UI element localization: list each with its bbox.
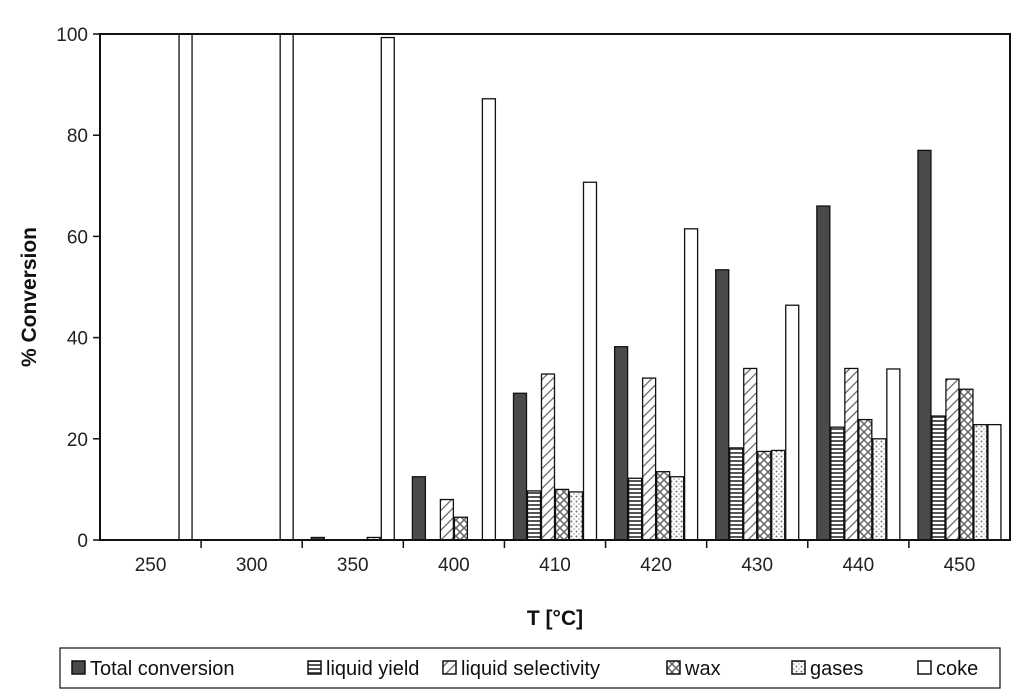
y-axis-ticks: 0 20 40 60 80 100 bbox=[56, 25, 100, 552]
y-tick-label: 20 bbox=[67, 430, 88, 451]
x-axis-ticks: 250 300 350 400 410 420 430 440 450 bbox=[135, 540, 976, 576]
y-axis-title: % Conversion bbox=[18, 227, 41, 367]
bar-coke bbox=[683, 228, 699, 541]
bar-liquid-yield bbox=[526, 490, 542, 541]
legend-label: coke bbox=[936, 658, 978, 680]
bar-wax bbox=[959, 388, 974, 541]
x-tick-label: 250 bbox=[135, 555, 167, 576]
x-tick-label: 350 bbox=[337, 555, 369, 576]
bar-total-conversion bbox=[512, 392, 528, 541]
bar-liquid-yield bbox=[729, 447, 744, 541]
legend-swatch bbox=[307, 660, 322, 675]
x-axis-title: T [°C] bbox=[527, 607, 583, 630]
x-tick-label: 440 bbox=[842, 555, 874, 576]
bar-liquid-selectivity bbox=[844, 367, 859, 541]
x-tick-label: 300 bbox=[236, 555, 268, 576]
bar-wax bbox=[453, 516, 469, 541]
bar-liquid-selectivity bbox=[439, 498, 455, 541]
bar-total-conversion bbox=[613, 346, 629, 541]
bar-coke bbox=[279, 33, 294, 541]
bar-coke bbox=[481, 98, 497, 541]
bar-wax bbox=[554, 488, 570, 541]
legend: Total conversion liquid yield liquid selec… bbox=[59, 647, 1001, 689]
bar-gases bbox=[568, 491, 584, 541]
x-tick-label: 410 bbox=[539, 555, 571, 576]
bar-liquid-yield bbox=[830, 426, 845, 541]
bar-coke bbox=[886, 368, 901, 541]
bar-liquid-yield bbox=[931, 415, 946, 541]
legend-label: liquid yield bbox=[326, 658, 419, 680]
legend-label: wax bbox=[684, 658, 721, 680]
y-tick-label: 60 bbox=[67, 227, 88, 248]
bar-wax bbox=[858, 418, 873, 541]
bar-liquid-selectivity bbox=[743, 367, 758, 541]
bar-coke bbox=[582, 181, 598, 541]
bar-coke bbox=[987, 423, 1002, 541]
bar-liquid-selectivity bbox=[945, 378, 960, 541]
bar-total-conversion bbox=[715, 269, 730, 541]
bar-total-conversion bbox=[917, 149, 932, 541]
legend-label: Total conversion bbox=[90, 658, 235, 680]
legend-label: gases bbox=[810, 658, 863, 680]
bar-coke bbox=[178, 33, 193, 541]
legend-label: liquid selectivity bbox=[461, 658, 600, 680]
bar-liquid-yield bbox=[627, 477, 643, 541]
legend-swatch bbox=[666, 660, 681, 675]
bar-liquid-selectivity bbox=[641, 377, 657, 541]
x-tick-label: 400 bbox=[438, 555, 470, 576]
bar-total-conversion bbox=[411, 476, 427, 541]
plot-frame bbox=[99, 33, 1011, 541]
bar-gases bbox=[669, 476, 685, 541]
x-tick-label: 420 bbox=[640, 555, 672, 576]
bar-gases bbox=[872, 438, 887, 541]
x-tick-label: 430 bbox=[741, 555, 773, 576]
bar-wax bbox=[757, 450, 772, 541]
legend-frame bbox=[59, 647, 1001, 689]
legend-swatch bbox=[71, 660, 86, 675]
bar-wax bbox=[655, 471, 671, 541]
y-tick-label: 80 bbox=[67, 126, 88, 147]
bar-total-conversion bbox=[816, 205, 831, 541]
y-tick-label: 40 bbox=[67, 329, 88, 350]
legend-swatch bbox=[917, 660, 932, 675]
bars-group bbox=[178, 33, 1002, 541]
bar-liquid-selectivity bbox=[540, 373, 556, 541]
bar-gases bbox=[973, 423, 988, 541]
legend-swatch bbox=[442, 660, 457, 675]
bar-gases bbox=[771, 449, 786, 541]
bar-coke bbox=[380, 36, 395, 541]
legend-swatch bbox=[791, 660, 806, 675]
y-tick-label: 0 bbox=[77, 531, 88, 552]
bar-coke bbox=[785, 304, 800, 541]
x-tick-label: 450 bbox=[944, 555, 976, 576]
y-tick-label: 100 bbox=[56, 25, 88, 46]
